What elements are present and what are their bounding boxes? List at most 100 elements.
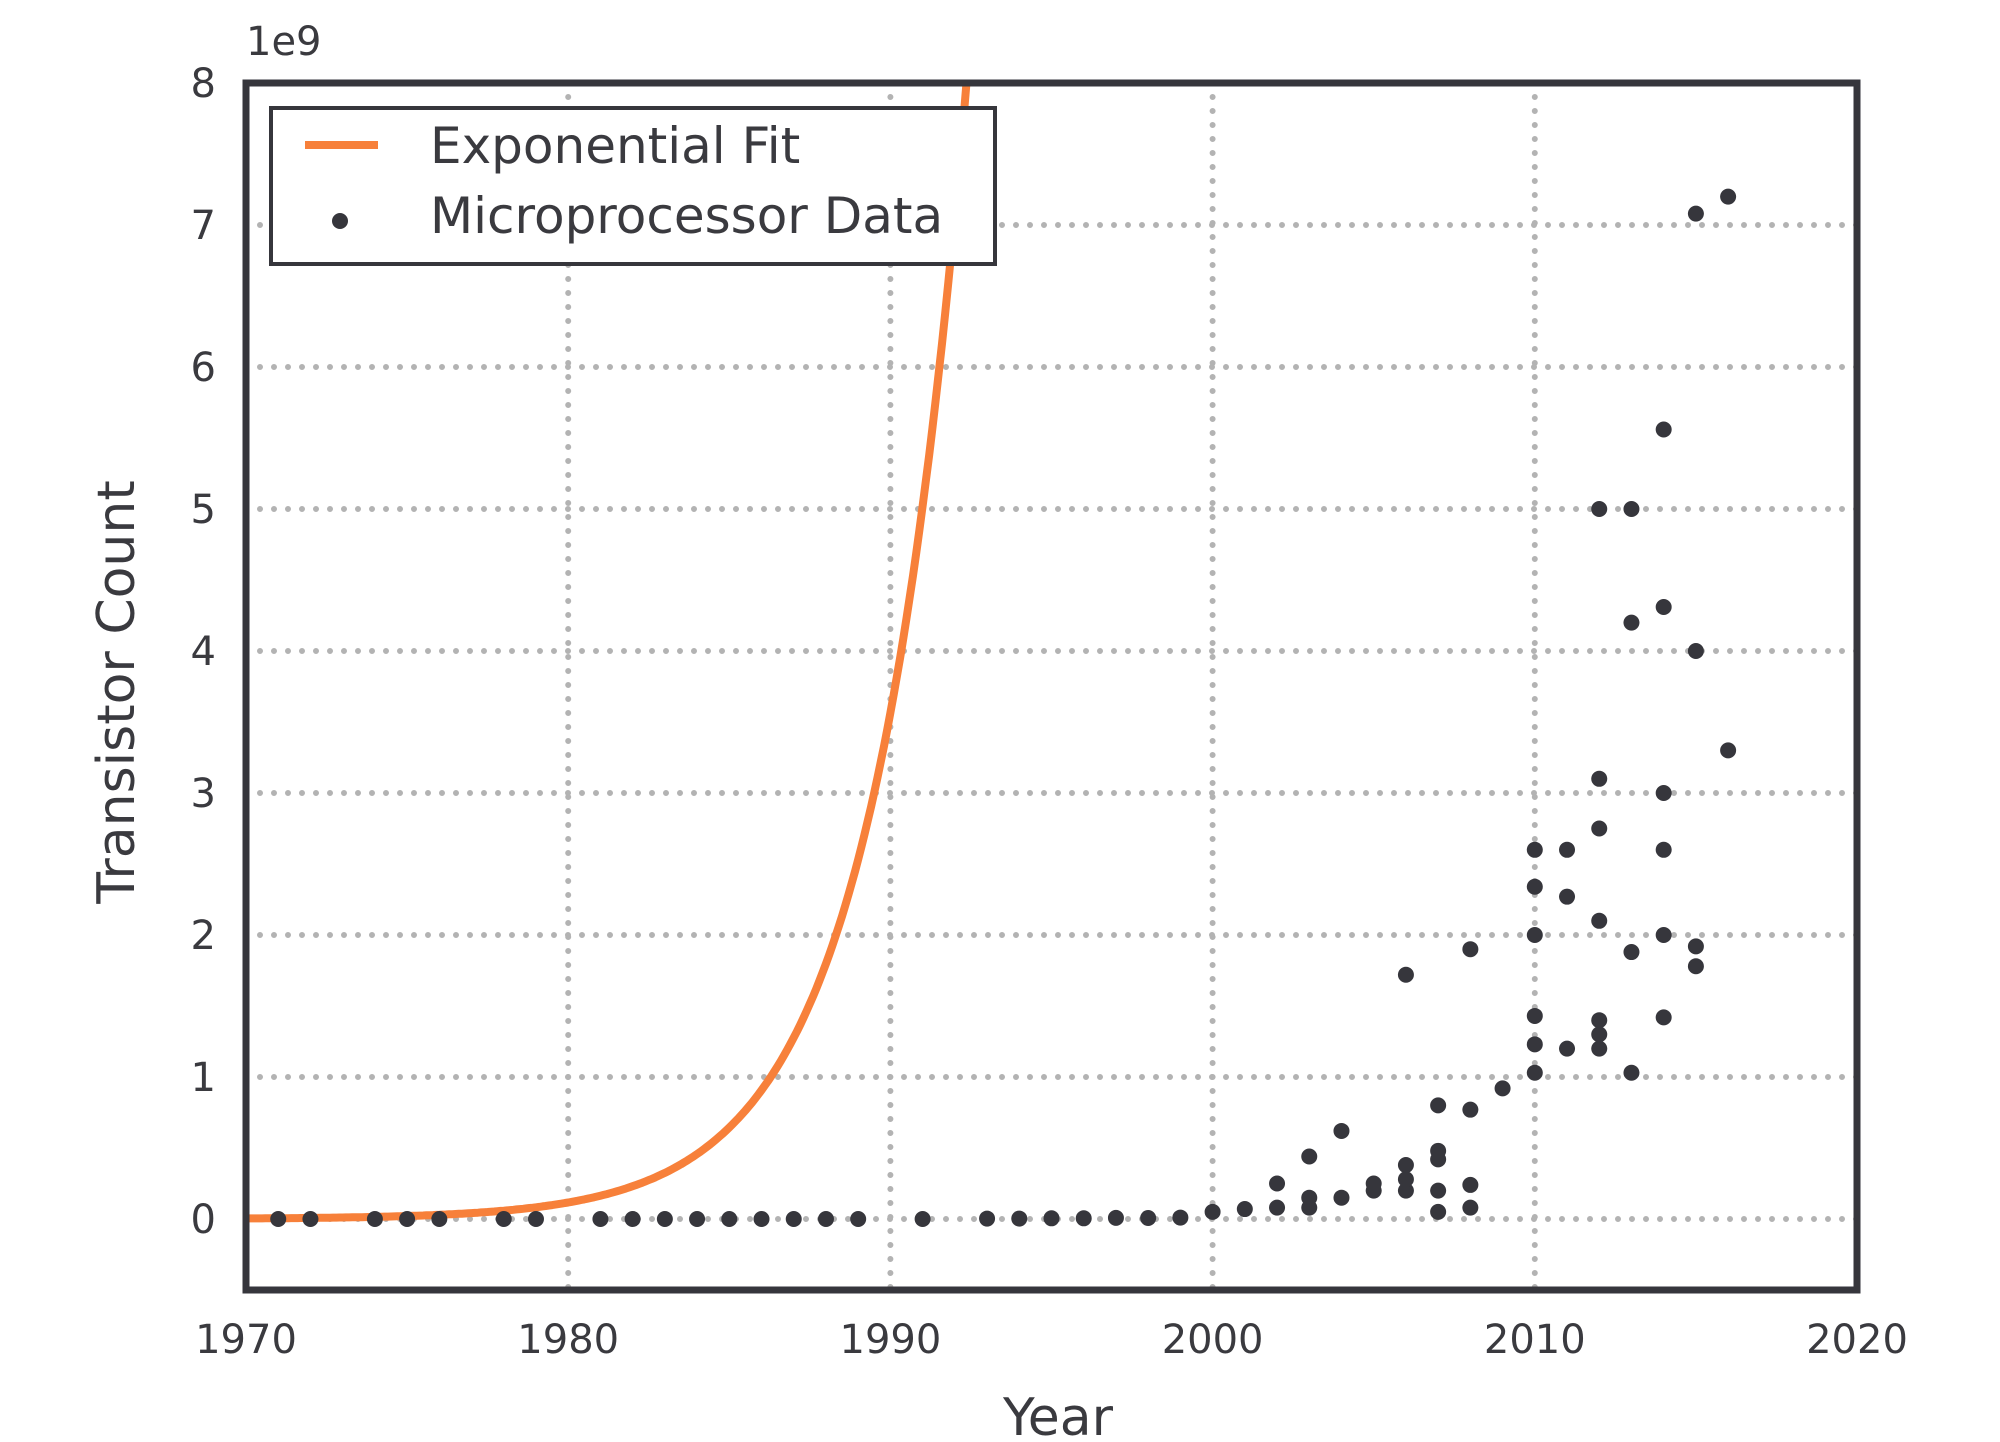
x-tick-label: 1970 xyxy=(195,1317,297,1363)
y-tick-label: 8 xyxy=(191,61,216,107)
data-point xyxy=(1269,1199,1286,1216)
data-point xyxy=(1687,958,1704,975)
data-point xyxy=(1720,742,1737,759)
data-point xyxy=(399,1211,416,1227)
data-point xyxy=(656,1211,673,1227)
data-point xyxy=(1623,501,1640,517)
data-point xyxy=(1140,1210,1157,1227)
y-offset-label: 1e9 xyxy=(246,19,322,65)
data-point xyxy=(1365,1175,1382,1192)
data-point xyxy=(1269,1175,1286,1192)
data-point xyxy=(1655,785,1672,801)
legend-swatch-microprocessor-data xyxy=(332,213,348,229)
data-point xyxy=(1462,1199,1479,1216)
data-point xyxy=(1720,188,1737,205)
data-point xyxy=(1011,1210,1028,1227)
x-axis-title: Year xyxy=(1002,1388,1114,1442)
data-point xyxy=(753,1211,770,1227)
x-tick-label: 1990 xyxy=(840,1317,942,1363)
legend: Exponential Fit Microprocessor Data xyxy=(269,106,997,266)
data-point xyxy=(1236,1201,1253,1218)
legend-box xyxy=(269,106,997,266)
y-axis-title: Transistor Count xyxy=(87,480,147,905)
data-point xyxy=(1526,1064,1543,1081)
data-point xyxy=(527,1211,544,1227)
data-point xyxy=(1591,770,1608,787)
data-point xyxy=(1430,1203,1447,1220)
data-point xyxy=(1526,927,1543,943)
data-point xyxy=(914,1211,931,1227)
data-point xyxy=(1623,944,1640,961)
data-point xyxy=(1397,1171,1414,1188)
data-point xyxy=(1687,205,1704,222)
y-tick-label: 3 xyxy=(191,771,216,817)
grid xyxy=(243,80,1860,1293)
data-point xyxy=(1462,1176,1479,1193)
exponential-fit-series xyxy=(246,83,971,1223)
x-tick-label: 2000 xyxy=(1162,1317,1264,1363)
data-point xyxy=(1333,1122,1350,1139)
data-point xyxy=(1494,1080,1511,1097)
data-point xyxy=(1172,1209,1189,1226)
data-point xyxy=(1591,1040,1608,1057)
data-point xyxy=(785,1211,802,1227)
microprocessor-data-series xyxy=(270,188,1737,1227)
data-point xyxy=(1591,912,1608,929)
data-point xyxy=(431,1211,448,1227)
x-tick-label: 1980 xyxy=(517,1317,619,1363)
data-point xyxy=(1591,1026,1608,1043)
data-point xyxy=(1655,1009,1672,1026)
y-tick-label: 2 xyxy=(191,913,216,959)
data-point xyxy=(1107,1209,1124,1226)
data-point xyxy=(1591,501,1608,517)
data-point xyxy=(1526,1007,1543,1024)
data-point xyxy=(624,1211,641,1227)
data-point xyxy=(1655,841,1672,858)
legend-label-microprocessor-data: Microprocessor Data xyxy=(430,187,943,245)
data-point xyxy=(1623,1064,1640,1081)
y-tick-label: 4 xyxy=(191,629,216,675)
data-point xyxy=(979,1210,996,1227)
data-point xyxy=(592,1211,609,1227)
data-point xyxy=(1687,938,1704,955)
data-point xyxy=(721,1211,738,1227)
data-point xyxy=(1559,888,1576,905)
data-point xyxy=(689,1211,706,1227)
data-point xyxy=(1397,966,1414,983)
data-point xyxy=(1655,421,1672,438)
y-tick-label: 0 xyxy=(191,1197,216,1243)
data-point xyxy=(1204,1203,1221,1220)
y-tick-label: 7 xyxy=(191,203,216,249)
data-point xyxy=(1430,1097,1447,1114)
data-point xyxy=(1075,1210,1092,1227)
data-point xyxy=(1526,1036,1543,1053)
data-point xyxy=(850,1211,867,1227)
data-point xyxy=(1462,1101,1479,1118)
data-point xyxy=(1397,1182,1414,1199)
plot-frame xyxy=(242,79,1861,1294)
data-point xyxy=(366,1211,383,1227)
data-point xyxy=(1655,598,1672,615)
data-point xyxy=(495,1211,512,1227)
x-tick-labels: 1970 1980 1990 2000 2010 2020 xyxy=(195,1317,1908,1363)
data-point xyxy=(1333,1189,1350,1206)
data-point xyxy=(1430,1182,1447,1199)
y-tick-label: 5 xyxy=(191,487,216,533)
data-point xyxy=(817,1211,834,1227)
y-tick-label: 6 xyxy=(191,345,216,391)
data-point xyxy=(1462,941,1479,958)
data-point xyxy=(1526,841,1543,858)
data-point xyxy=(1591,1012,1608,1029)
data-point xyxy=(1591,820,1608,837)
data-point xyxy=(1559,841,1576,858)
data-point xyxy=(1301,1189,1318,1206)
y-tick-labels: 0 1 2 3 4 5 6 7 8 xyxy=(191,61,216,1243)
x-tick-label: 2010 xyxy=(1484,1317,1586,1363)
y-tick-label: 1 xyxy=(191,1055,216,1101)
data-point xyxy=(1397,1157,1414,1174)
x-tick-label: 2020 xyxy=(1806,1317,1908,1363)
legend-label-exponential-fit: Exponential Fit xyxy=(430,117,800,175)
data-point xyxy=(1430,1142,1447,1159)
data-point xyxy=(302,1211,319,1227)
